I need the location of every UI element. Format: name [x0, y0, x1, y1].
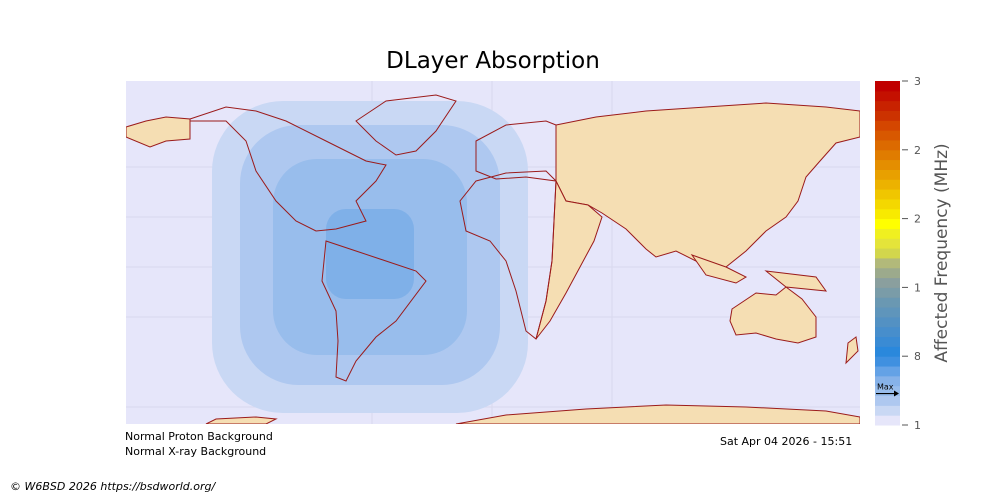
absorption-contours [212, 101, 528, 413]
colorbar-swatch [875, 228, 900, 239]
land-nz [845, 336, 859, 365]
colorbar-swatch [875, 110, 900, 121]
colorbar-swatch [875, 287, 900, 298]
colorbar-swatch [875, 90, 900, 102]
max-marker-label: Max [877, 383, 894, 392]
colorbar-swatch [875, 405, 900, 416]
world-map [126, 81, 860, 424]
colorbar-swatch [875, 366, 900, 377]
colorbar-swatch [875, 159, 900, 170]
colorbar-swatch [875, 248, 900, 259]
colorbar-swatch [875, 198, 900, 210]
colorbar-swatch [875, 395, 900, 406]
colorbar-tick-label: 22 [914, 213, 920, 226]
colorbar-swatch [875, 208, 900, 220]
colorbar-tick-label: 15 [914, 281, 920, 294]
colorbar-swatch [875, 277, 900, 288]
colorbar-swatch [875, 149, 900, 161]
coastlines [189, 94, 557, 382]
colorbar-swatch [875, 297, 900, 308]
colorbar-swatch [875, 307, 900, 318]
absorption-level-5 [326, 209, 414, 299]
land-antarctica [205, 404, 860, 424]
colorbar-swatch [875, 218, 900, 229]
colorbar-swatch [875, 316, 900, 328]
colorbar-label: Affected Frequency (MHz) [932, 143, 952, 363]
max-marker-arrowhead [894, 390, 899, 397]
land-eurasia [555, 102, 860, 278]
colorbar-swatch [875, 257, 900, 269]
coast-africa-west [459, 170, 557, 340]
colorbar-swatch [875, 238, 900, 249]
colorbar-swatch [875, 189, 900, 200]
land-se-asia-islands [690, 254, 828, 292]
colorbar-tick-label: 1 [914, 419, 920, 432]
colorbar-swatch [875, 100, 900, 111]
colorbar-swatch [875, 139, 900, 151]
timestamp: Sat Apr 04 2026 - 15:51 [720, 435, 853, 448]
coast-south-america [321, 240, 427, 382]
colorbar-swatch [875, 169, 900, 180]
proton-status: Normal Proton Background [125, 430, 273, 443]
colorbar-swatch [875, 375, 900, 387]
land-australia [729, 286, 817, 344]
colorbar: 36 29 22 15 8 1 Max [875, 75, 920, 432]
colorbar-tick-label: 36 [914, 75, 920, 88]
coast-greenland [355, 94, 457, 156]
xray-status: Normal X-ray Background [125, 445, 267, 458]
colorbar-swatch [875, 385, 900, 397]
colorbar-swatch [875, 81, 900, 92]
land-alaska [126, 116, 191, 148]
coast-north-america [189, 106, 387, 232]
colorbar-swatch [875, 336, 900, 347]
colorbar-swatch [875, 326, 900, 338]
colorbar-swatch [875, 415, 900, 426]
colorbar-swatch [875, 179, 900, 190]
colorbar-tick-label: 29 [914, 144, 920, 157]
colorbar-swatch [875, 356, 900, 367]
colorbar-swatch [875, 267, 900, 279]
chart-title: DLayer Absorption [386, 48, 600, 74]
colorbar-swatch [875, 130, 900, 141]
coast-europe [475, 120, 557, 182]
land-masses [126, 102, 860, 424]
colorbar-tick-label: 8 [914, 350, 920, 363]
colorbar-swatch [875, 120, 900, 131]
colorbar-swatch [875, 346, 900, 357]
copyright: © W6BSD 2026 https://bsdworld.org/ [10, 480, 216, 493]
